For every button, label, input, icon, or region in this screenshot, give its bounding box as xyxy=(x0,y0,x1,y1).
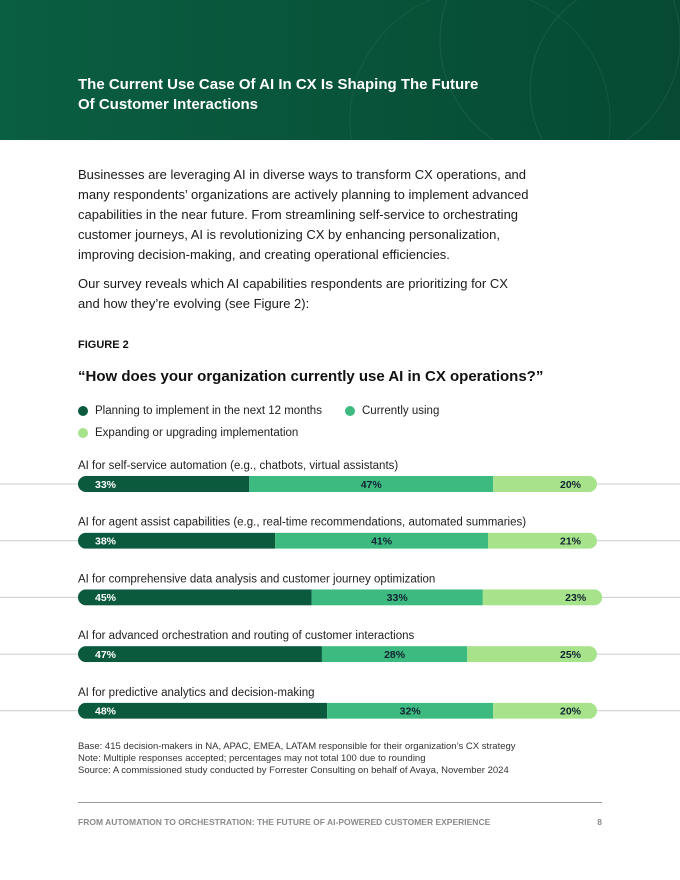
page-number: 8 xyxy=(597,817,602,827)
paragraph: Our survey reveals which AI capabilities… xyxy=(78,276,508,311)
bar-segment xyxy=(249,476,494,492)
footer-rule xyxy=(78,802,602,803)
legend-swatch xyxy=(78,406,88,416)
legend-label: Planning to implement in the next 12 mon… xyxy=(95,405,322,417)
footer-text: FROM AUTOMATION TO ORCHESTRATION: THE FU… xyxy=(78,817,491,827)
category-label: AI for predictive analytics and decision… xyxy=(78,687,315,699)
bar-segment xyxy=(311,589,483,606)
category-label: AI for advanced orchestration and routin… xyxy=(78,630,414,642)
bar-group xyxy=(78,702,597,719)
bar-segment xyxy=(78,646,322,663)
legend-swatch xyxy=(78,428,88,438)
category-label: AI for agent assist capabilities (e.g., … xyxy=(78,517,526,529)
value-label: 47% xyxy=(361,479,383,491)
value-label: 28% xyxy=(384,649,406,661)
bar-segment xyxy=(78,476,250,492)
bar-group xyxy=(78,646,597,663)
value-label: 25% xyxy=(560,649,582,661)
bar-segment xyxy=(78,589,312,606)
chart-title: “How does your organization currently us… xyxy=(78,368,544,385)
bar-segment xyxy=(78,532,276,549)
bar-segment xyxy=(78,702,328,719)
header-band: The Current Use Case Of AI In CX Is Shap… xyxy=(0,0,680,140)
value-label: 33% xyxy=(95,479,117,491)
legend-swatch xyxy=(345,406,355,416)
value-label: 38% xyxy=(95,535,117,547)
header-decoration xyxy=(349,0,680,140)
note: Base: 415 decision-makers in NA, APAC, E… xyxy=(78,741,516,752)
value-label: 20% xyxy=(560,479,582,491)
bar-segment xyxy=(321,646,468,663)
figure-label: FIGURE 2 xyxy=(78,339,129,351)
header-title: The Current Use Case Of AI In CX Is Shap… xyxy=(78,76,479,93)
bar-segment xyxy=(327,702,494,719)
value-label: 33% xyxy=(387,592,409,604)
bar-segment xyxy=(482,589,603,606)
value-label: 48% xyxy=(95,706,117,718)
bar-segment xyxy=(493,476,597,492)
category-label: AI for comprehensive data analysis and c… xyxy=(78,573,435,585)
value-label: 20% xyxy=(560,706,582,718)
legend-label: Currently using xyxy=(362,405,439,417)
value-label: 32% xyxy=(400,706,422,718)
legend-label: Expanding or upgrading implementation xyxy=(95,427,298,439)
value-label: 21% xyxy=(560,535,582,547)
chart: Planning to implement in the next 12 mon… xyxy=(0,405,680,719)
bar-segment xyxy=(493,702,597,719)
paragraph: Businesses are leveraging AI in diverse … xyxy=(78,167,529,262)
bar-segment xyxy=(275,532,489,549)
bar-group xyxy=(78,589,603,606)
category-label: AI for self-service automation (e.g., ch… xyxy=(78,460,398,472)
value-label: 47% xyxy=(95,649,117,661)
header-title: Of Customer Interactions xyxy=(78,96,259,113)
note: Source: A commissioned study conducted b… xyxy=(78,765,509,776)
bar-group xyxy=(78,532,597,549)
bar-group xyxy=(78,476,597,492)
value-label: 41% xyxy=(371,535,393,547)
value-label: 23% xyxy=(565,592,587,604)
bar-segment xyxy=(488,532,597,549)
value-label: 45% xyxy=(95,592,117,604)
note: Note: Multiple responses accepted; perce… xyxy=(78,753,426,764)
bar-segment xyxy=(467,646,597,663)
